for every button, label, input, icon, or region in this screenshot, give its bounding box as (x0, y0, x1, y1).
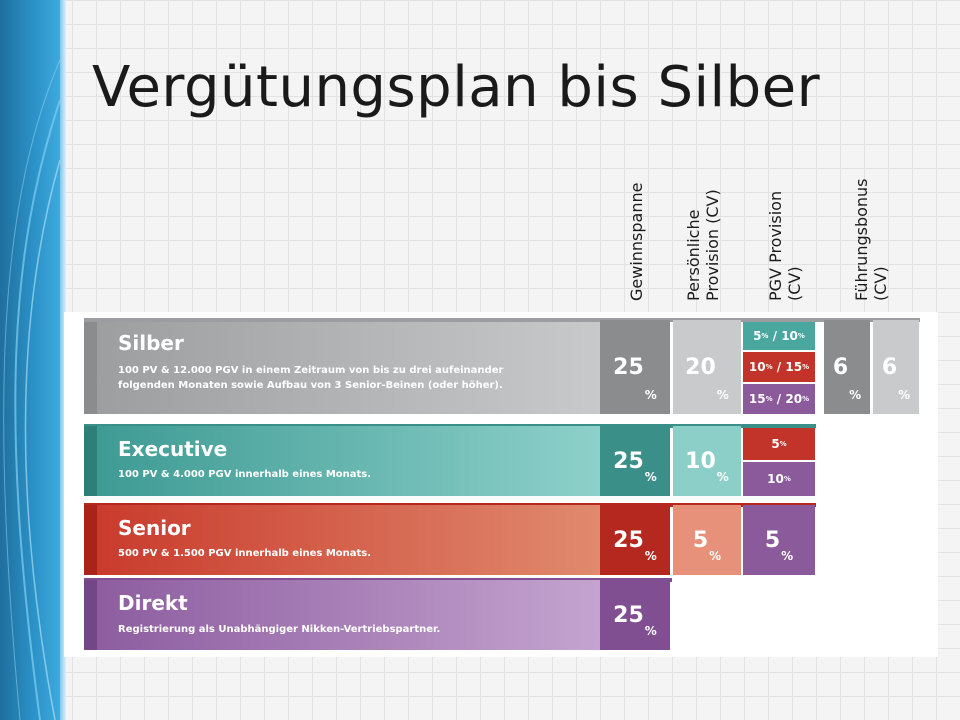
column-header-persoenliche-provision: Persönliche Provision (CV) (684, 189, 722, 301)
tier-silber-accent (84, 320, 97, 414)
slide-title: Vergütungsplan bis Silber (92, 55, 821, 120)
silber-pgv-1-sep: / (772, 329, 778, 343)
silber-fuehrung-2-percent: % (898, 388, 911, 402)
direkt-gewinnspanne-value: 25 (613, 602, 644, 628)
senior-gewinnspanne-value: 25 (613, 527, 644, 553)
column-header-pgv-provision: PGV Provision (CV) (766, 191, 804, 301)
executive-pgv-1-value: 5 (771, 437, 780, 451)
silber-pgv-1-b-percent: % (797, 332, 805, 340)
sidebar-swoosh-decoration (3, 59, 60, 720)
senior-pgv-value: 5 (764, 527, 781, 553)
silber-gewinnspanne-cell: 25% (600, 320, 670, 414)
tier-senior-name: Senior (118, 516, 191, 540)
silber-pgv-row-1: 5% / 10% (743, 322, 815, 350)
tier-silber-name: Silber (118, 331, 184, 355)
silber-pgv-1-b: 10 (781, 329, 798, 343)
column-header-persoenliche-line2: Provision (CV) (703, 189, 722, 301)
silber-fuehrung-1-value: 6 (832, 354, 849, 380)
silber-persoenliche-percent: % (716, 388, 729, 402)
silber-fuehrung-cell-2: 6% (873, 320, 919, 414)
column-header-fuehrungsbonus: Führungsbonus (CV) (852, 178, 890, 301)
column-header-pgv-line2: (CV) (785, 266, 804, 301)
silber-pgv-3-b: 20 (785, 392, 803, 406)
tier-executive-desc-line1: 100 PV & 4.000 PGV innerhalb eines Monat… (118, 469, 372, 480)
silber-fuehrung-1-percent: % (849, 388, 862, 402)
tier-silber-top-bar (84, 318, 920, 322)
executive-pgv-row-1: 5% (743, 428, 815, 460)
silber-pgv-2-a-percent: % (765, 363, 773, 371)
executive-gewinnspanne-value: 25 (613, 448, 644, 474)
direkt-gewinnspanne-cell: 25% (600, 580, 670, 650)
silber-pgv-3-a: 15 (748, 392, 766, 406)
silber-pgv-1-a-percent: % (761, 332, 769, 340)
silber-gewinnspanne-value: 25 (613, 354, 644, 380)
column-header-fuehrung-line2: (CV) (871, 266, 890, 301)
senior-gewinnspanne-percent: % (644, 549, 657, 563)
silber-pgv-3-sep: / (776, 392, 782, 406)
tier-senior-band (97, 505, 600, 575)
tier-senior (84, 505, 600, 575)
executive-pgv-2-percent: % (783, 475, 791, 483)
tier-executive-accent (84, 426, 97, 496)
column-header-gewinnspanne-line1: Gewinnspanne (627, 182, 646, 301)
silber-pgv-2-a: 10 (748, 360, 766, 374)
tier-direkt (84, 580, 600, 650)
senior-gewinnspanne-cell: 25% (600, 505, 670, 575)
tier-senior-desc-line1: 500 PV & 1.500 PGV innerhalb eines Monat… (118, 548, 372, 559)
executive-pgv-2-value: 10 (767, 472, 784, 486)
tier-executive (84, 426, 600, 496)
silber-pgv-2-b: 15 (785, 360, 803, 374)
sidebar-edge (60, 0, 66, 720)
senior-persoenliche-value: 5 (692, 527, 709, 553)
senior-persoenliche-percent: % (709, 549, 722, 563)
executive-pgv-row-2: 10% (743, 462, 815, 496)
silber-pgv-row-3: 15% / 20% (743, 384, 815, 414)
silber-pgv-2-b-percent: % (802, 363, 810, 371)
silber-pgv-2-sep: / (776, 360, 782, 374)
executive-gewinnspanne-percent: % (644, 470, 657, 484)
executive-pgv-1-percent: % (779, 440, 787, 448)
silber-pgv-row-2: 10% / 15% (743, 352, 815, 382)
tier-senior-accent (84, 505, 97, 575)
senior-pgv-percent: % (781, 549, 794, 563)
tier-silber-desc-line2: folgenden Monaten sowie Aufbau von 3 Sen… (118, 380, 503, 391)
column-header-fuehrung-line1: Führungsbonus (852, 178, 871, 301)
silber-persoenliche-value: 20 (685, 354, 716, 380)
tier-silber (84, 320, 600, 414)
senior-persoenliche-cell: 5% (673, 505, 741, 575)
direkt-gewinnspanne-percent: % (644, 624, 657, 638)
tier-silber-desc-line1: 100 PV & 12.000 PGV in einem Zeitraum vo… (118, 365, 504, 376)
tier-executive-band (97, 426, 600, 496)
executive-persoenliche-percent: % (716, 470, 729, 484)
executive-gewinnspanne-cell: 25% (600, 426, 670, 496)
executive-persoenliche-cell: 10% (673, 426, 741, 496)
column-header-persoenliche-line1: Persönliche (684, 209, 703, 301)
silber-pgv-3-b-percent: % (802, 395, 810, 403)
executive-persoenliche-value: 10 (685, 448, 716, 474)
tier-silber-band (97, 320, 600, 414)
tier-direkt-band (97, 580, 600, 650)
tier-direkt-accent (84, 580, 97, 650)
tier-direkt-name: Direkt (118, 591, 188, 615)
tier-executive-name: Executive (118, 437, 228, 461)
silber-fuehrung-cell-1: 6% (824, 320, 870, 414)
senior-pgv-cell: 5% (743, 505, 815, 575)
silber-pgv-3-a-percent: % (765, 395, 773, 403)
column-header-gewinnspanne: Gewinnspanne (627, 183, 646, 301)
column-header-pgv-line1: PGV Provision (766, 190, 785, 301)
silber-gewinnspanne-percent: % (644, 388, 657, 402)
silber-persoenliche-cell: 20% (673, 320, 741, 414)
tier-direkt-desc-line1: Registrierung als Unabhängiger Nikken-Ve… (118, 624, 441, 635)
slide-sidebar (0, 0, 60, 720)
silber-pgv-1-a: 5 (753, 329, 762, 343)
silber-fuehrung-2-value: 6 (881, 354, 898, 380)
